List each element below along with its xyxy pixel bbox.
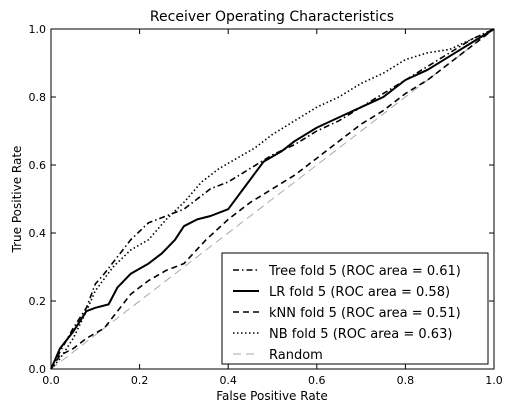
y-tick-label: 0.8 [29, 91, 47, 104]
y-tick-label: 0.2 [29, 295, 47, 308]
chart-title: Receiver Operating Characteristics [150, 9, 394, 25]
legend-box [221, 252, 489, 365]
x-axis-label: False Positive Rate [216, 389, 328, 403]
x-tick-label: 0.4 [219, 374, 237, 387]
axes-frame [50, 28, 495, 370]
y-tick-label: 0.6 [29, 159, 47, 172]
y-axis-label: True Positive Rate [10, 146, 24, 254]
plot-area [50, 28, 495, 370]
x-tick-label: 0.2 [131, 374, 149, 387]
y-tick-label: 1.0 [29, 23, 47, 36]
y-tick-label: 0.4 [29, 227, 47, 240]
legend-label: kNN fold 5 (ROC area = 0.51) [269, 306, 461, 321]
legend: Tree fold 5 (ROC area = 0.61) LR fold 5 (… [221, 252, 489, 365]
x-tick-label: 0.6 [308, 374, 326, 387]
x-tick-label: 0.8 [397, 374, 415, 387]
x-tick-label: 0.0 [42, 374, 60, 387]
series-line-2 [50, 28, 495, 370]
series-line-1 [50, 28, 495, 370]
legend-label: NB fold 5 (ROC area = 0.63) [269, 327, 452, 342]
legend-label: Random [269, 348, 323, 363]
x-tick-label: 1.0 [485, 374, 503, 387]
legend-label: Tree fold 5 (ROC area = 0.61) [268, 264, 461, 279]
legend-label: LR fold 5 (ROC area = 0.58) [269, 285, 450, 300]
axis-ticks: 0.0 0.2 0.4 0.6 0.8 1.0 0.0 0.2 0.4 0.6 0.8 1.0 [29, 23, 503, 387]
series-line-4 [50, 28, 495, 370]
y-tick-label: 0.0 [29, 363, 47, 376]
